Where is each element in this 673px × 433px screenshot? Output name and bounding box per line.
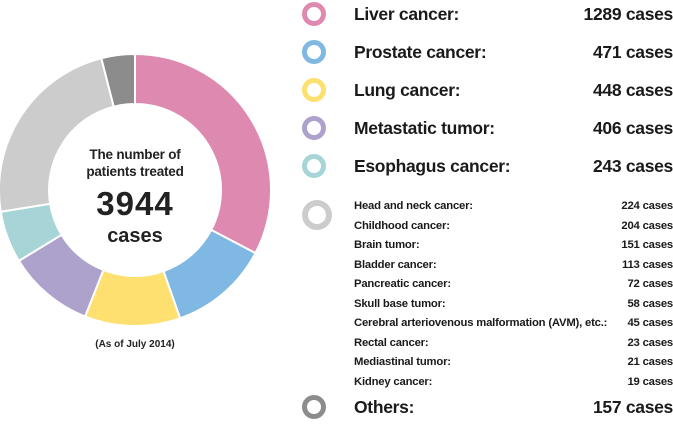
legend-sub-item: Rectal cancer: 23 cases bbox=[354, 335, 673, 354]
legend-value: 1289 cases bbox=[583, 4, 673, 24]
legend-label: Metastatic tumor: bbox=[354, 118, 495, 138]
legend-value: 471 cases bbox=[592, 42, 673, 62]
legend-sub-value: 72 cases bbox=[627, 278, 673, 290]
center-unit: cases bbox=[107, 225, 163, 247]
legend-sub-item: Skull base tumor: 58 cases bbox=[354, 296, 673, 315]
center-title: The number of patients treated bbox=[86, 147, 184, 179]
legend-value: 448 cases bbox=[592, 80, 673, 100]
legend-sub-value: 45 cases bbox=[627, 317, 673, 329]
legend-sub-label: Head and neck cancer: bbox=[354, 200, 473, 212]
legend-sub-item: Brain tumor: 151 cases bbox=[354, 237, 673, 256]
legend-sub-label: Mediastinal tumor: bbox=[354, 356, 451, 368]
legend-sub-value: 19 cases bbox=[627, 375, 673, 388]
legend-sub-value: 58 cases bbox=[627, 297, 673, 310]
legend-sub-label: Pancreatic cancer: bbox=[354, 278, 451, 290]
legend-sub-value: 21 cases bbox=[627, 356, 673, 368]
legend-sub-item: Head and neck cancer: 224 cases bbox=[354, 198, 673, 217]
legend-label: Esophagus cancer: bbox=[354, 156, 511, 176]
legend-sub-label: Kidney cancer: bbox=[354, 375, 433, 388]
legend-sub-item: Cerebral arteriovenous malformation (AVM… bbox=[354, 315, 673, 334]
legend-label: Lung cancer: bbox=[354, 80, 461, 100]
legend-sub-label: Brain tumor: bbox=[354, 239, 420, 251]
legend-sub-label: Bladder cancer: bbox=[354, 258, 437, 271]
legend-item: Others: 157 cases bbox=[302, 393, 673, 423]
legend-sub-value: 23 cases bbox=[627, 336, 673, 349]
legend-sub-value: 204 cases bbox=[621, 219, 673, 232]
donut-chart bbox=[0, 52, 272, 327]
legend-ring-icon bbox=[302, 40, 326, 64]
legend-value: 157 cases bbox=[592, 397, 673, 417]
legend-sub-label: Rectal cancer: bbox=[354, 336, 429, 349]
legend-sub-item: Kidney cancer: 19 cases bbox=[354, 374, 673, 393]
legend-sub-item: Childhood cancer: 204 cases bbox=[354, 218, 673, 237]
legend-item: Liver cancer: 1289 cases bbox=[302, 0, 673, 30]
legend-ring-icon bbox=[302, 116, 326, 140]
legend-item: Esophagus cancer: 243 cases bbox=[302, 152, 673, 182]
legend-ring-icon bbox=[302, 78, 326, 102]
donut-slice-6 bbox=[100, 52, 136, 108]
as-of-note: (As of July 2014) bbox=[95, 339, 175, 350]
center-total: 3944 bbox=[96, 185, 174, 222]
legend-sub-value: 224 cases bbox=[621, 200, 673, 212]
legend-sub-label: Skull base tumor: bbox=[354, 297, 446, 310]
legend-label: Others: bbox=[354, 397, 415, 417]
legend-ring-icon bbox=[302, 154, 326, 178]
legend-label: Prostate cancer: bbox=[354, 42, 487, 62]
legend-sub-item: Mediastinal tumor: 21 cases bbox=[354, 354, 673, 373]
legend-sub-item: Pancreatic cancer: 72 cases bbox=[354, 276, 673, 295]
legend-value: 406 cases bbox=[592, 118, 673, 138]
donut-slice-0 bbox=[134, 52, 272, 255]
legend-sub-label: Cerebral arteriovenous malformation (AVM… bbox=[354, 317, 608, 329]
legend-sub-item: Bladder cancer: 113 cases bbox=[354, 257, 673, 276]
legend-sub-label: Childhood cancer: bbox=[354, 219, 450, 232]
legend-sub-value: 151 cases bbox=[621, 239, 673, 251]
legend-item: Lung cancer: 448 cases bbox=[302, 76, 673, 106]
legend-ring-icon bbox=[302, 200, 332, 230]
legend-label: Liver cancer: bbox=[354, 4, 460, 24]
legend-value: 243 cases bbox=[592, 156, 673, 176]
legend-item: Prostate cancer: 471 cases bbox=[302, 38, 673, 68]
legend-item: Metastatic tumor: 406 cases bbox=[302, 114, 673, 144]
legend-ring-icon bbox=[302, 2, 326, 26]
legend-ring-icon bbox=[302, 395, 326, 419]
legend-sub-value: 113 cases bbox=[622, 258, 673, 271]
